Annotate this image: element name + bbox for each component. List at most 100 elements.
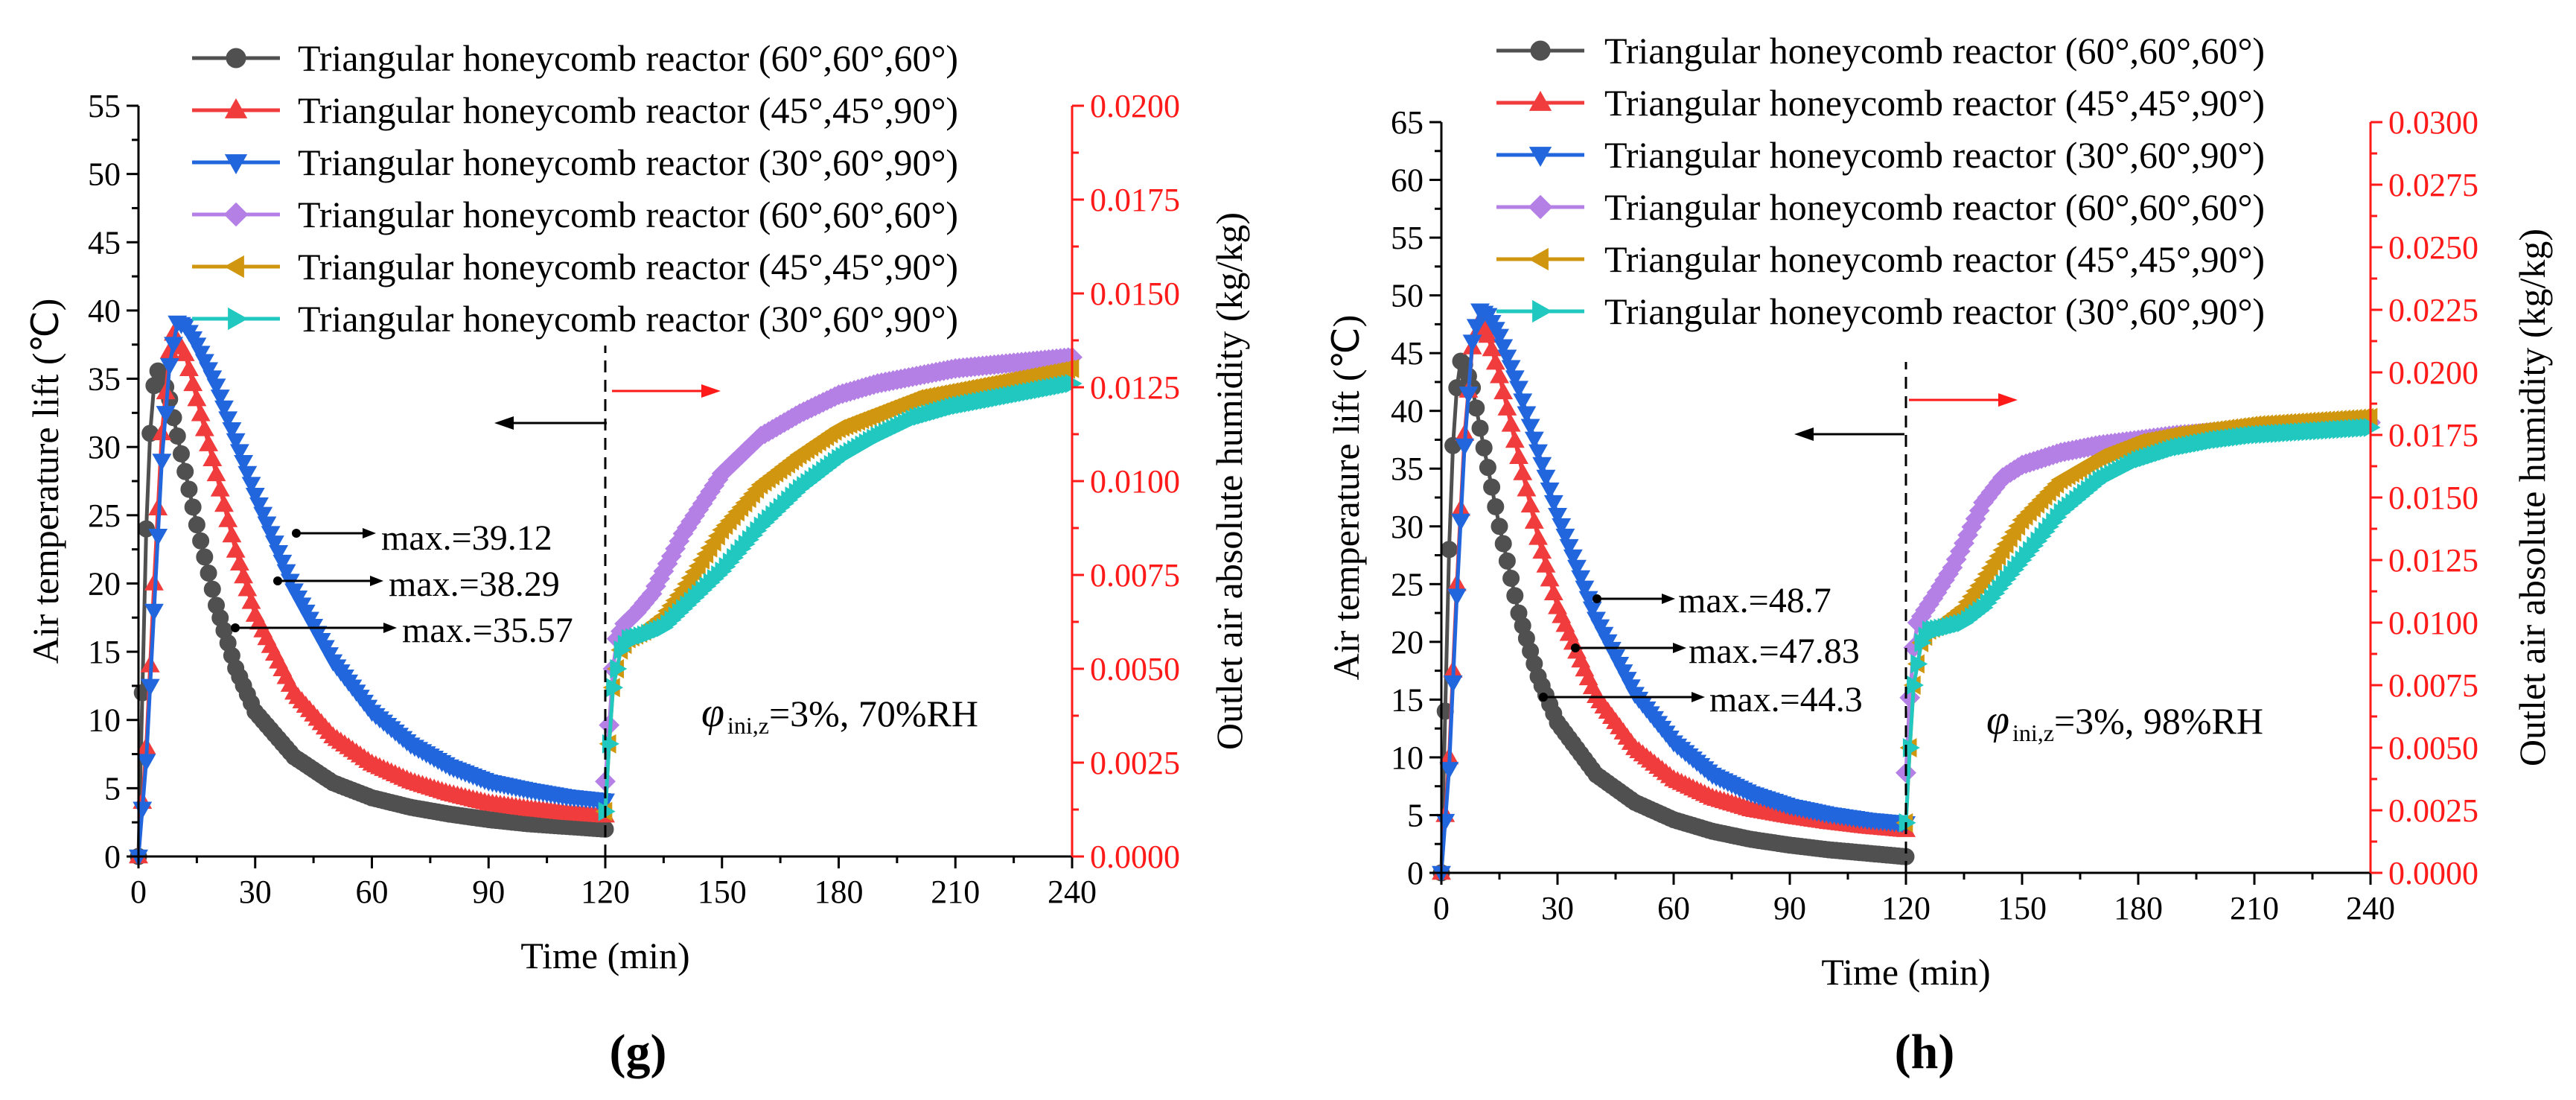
y-tick-label: 0 bbox=[1407, 855, 1424, 891]
legend-label: Triangular honeycomb reactor (60°,60°,60… bbox=[298, 194, 958, 235]
data-point bbox=[194, 419, 214, 436]
series-5 bbox=[598, 374, 1083, 821]
y2-tick-label: 0.0200 bbox=[1090, 88, 1180, 124]
data-point bbox=[1497, 349, 1517, 367]
data-point bbox=[164, 337, 183, 355]
data-point bbox=[156, 406, 176, 424]
data-point bbox=[1567, 559, 1587, 577]
data-point bbox=[210, 390, 230, 407]
left-axis-arrowhead bbox=[494, 416, 514, 430]
y2-axis-label: Outlet air absolute humidity (kg/kg) bbox=[1208, 212, 1250, 750]
data-point bbox=[192, 532, 210, 550]
data-point bbox=[1439, 762, 1459, 780]
legend-label: Triangular honeycomb reactor (30°,60°,90… bbox=[1604, 290, 2265, 332]
y-tick-label: 0 bbox=[104, 839, 121, 875]
annotation-label: max.=39.12 bbox=[381, 518, 552, 558]
axes: 0 30 60 90 120 150 180 210 240 0 5 10 15 20 25 30 35 40 45… bbox=[25, 88, 1250, 976]
legend-marker bbox=[1528, 247, 1549, 271]
x-tick-label: 210 bbox=[2230, 890, 2279, 926]
data-point bbox=[1462, 334, 1482, 352]
data-point bbox=[610, 659, 628, 678]
y2-tick-label: 0.0300 bbox=[2388, 104, 2478, 141]
data-point bbox=[264, 535, 284, 553]
y2-tick-label: 0.0150 bbox=[2388, 480, 2478, 516]
data-point bbox=[140, 678, 160, 696]
data-point bbox=[237, 579, 258, 597]
data-point bbox=[1498, 552, 1516, 570]
x-tick-label: 180 bbox=[2114, 890, 2163, 926]
legend-item-5: Triangular honeycomb reactor (30°,60°,90… bbox=[1496, 290, 2265, 332]
data-point bbox=[133, 801, 153, 819]
legend-label: Triangular honeycomb reactor (30°,60°,90… bbox=[298, 298, 958, 340]
data-point bbox=[159, 357, 179, 375]
data-point bbox=[1559, 538, 1579, 556]
data-point bbox=[148, 529, 168, 546]
data-point bbox=[1483, 478, 1501, 496]
y2-tick-label: 0.0175 bbox=[2388, 417, 2478, 454]
data-point bbox=[1467, 399, 1485, 417]
x-axis-label: Time (min) bbox=[520, 935, 689, 976]
data-point bbox=[1490, 328, 1509, 346]
legend-marker bbox=[228, 307, 248, 331]
condition-symbol: φ bbox=[701, 690, 724, 736]
data-point bbox=[237, 465, 258, 483]
x-tick-label: 60 bbox=[1657, 890, 1690, 926]
legend-label: Triangular honeycomb reactor (60°,60°,60… bbox=[298, 37, 958, 79]
data-point bbox=[196, 548, 214, 566]
legend-marker bbox=[1528, 194, 1553, 220]
data-point bbox=[184, 498, 202, 516]
data-point bbox=[234, 566, 254, 584]
data-point bbox=[241, 591, 261, 609]
data-point bbox=[261, 526, 281, 544]
data-point bbox=[1494, 535, 1512, 553]
data-point bbox=[1902, 738, 1920, 757]
data-point bbox=[188, 516, 205, 534]
y-tick-label: 60 bbox=[1391, 162, 1424, 199]
data-point bbox=[1482, 339, 1502, 357]
data-point bbox=[272, 554, 293, 572]
data-point bbox=[1502, 570, 1520, 588]
y-tick-label: 35 bbox=[88, 361, 121, 398]
data-point bbox=[1524, 511, 1544, 529]
series-group bbox=[129, 315, 1083, 867]
data-point bbox=[1907, 675, 1925, 695]
legend-label: Triangular honeycomb reactor (60°,60°,60… bbox=[1604, 30, 2265, 71]
x-tick-label: 240 bbox=[1048, 874, 1097, 910]
annotation-label: max.=48.7 bbox=[1678, 581, 1831, 620]
data-point bbox=[1443, 675, 1463, 693]
legend-item-3: Triangular honeycomb reactor (60°,60°,60… bbox=[1496, 186, 2265, 228]
x-tick-label: 60 bbox=[356, 874, 389, 910]
condition-subscript: ini,z bbox=[727, 712, 769, 739]
series-1 bbox=[129, 323, 615, 864]
series-2 bbox=[129, 315, 615, 867]
data-point bbox=[241, 477, 261, 495]
data-point bbox=[1898, 813, 1916, 833]
max-annotation-2: max.=35.57 bbox=[231, 611, 573, 650]
y2-axis-label: Outlet air absolute humidity (kg/kg) bbox=[2511, 229, 2553, 766]
legend-label: Triangular honeycomb reactor (30°,60°,90… bbox=[1604, 134, 2265, 176]
data-point bbox=[1501, 414, 1521, 432]
right-axis-arrowhead bbox=[701, 384, 721, 398]
data-point bbox=[187, 389, 207, 407]
data-point bbox=[1505, 370, 1525, 388]
legend-label: Triangular honeycomb reactor (45°,45°,90… bbox=[298, 89, 958, 131]
legend-marker bbox=[226, 48, 246, 69]
y-tick-label: 20 bbox=[88, 565, 121, 602]
data-point bbox=[1540, 482, 1560, 500]
data-point bbox=[222, 525, 242, 543]
legend-marker bbox=[1528, 147, 1552, 167]
y2-tick-label: 0.0050 bbox=[2388, 730, 2478, 766]
data-point bbox=[1455, 438, 1475, 456]
legend-item-1: Triangular honeycomb reactor (45°,45°,90… bbox=[192, 89, 958, 131]
data-point bbox=[200, 565, 217, 582]
x-tick-label: 90 bbox=[472, 874, 505, 910]
y-tick-label: 10 bbox=[88, 702, 121, 739]
y-tick-label: 40 bbox=[1391, 393, 1424, 430]
annotation-arrowhead bbox=[363, 528, 376, 538]
data-point bbox=[1466, 319, 1486, 337]
data-point bbox=[206, 378, 226, 396]
y-tick-label: 45 bbox=[88, 224, 121, 261]
data-point bbox=[1532, 457, 1552, 474]
